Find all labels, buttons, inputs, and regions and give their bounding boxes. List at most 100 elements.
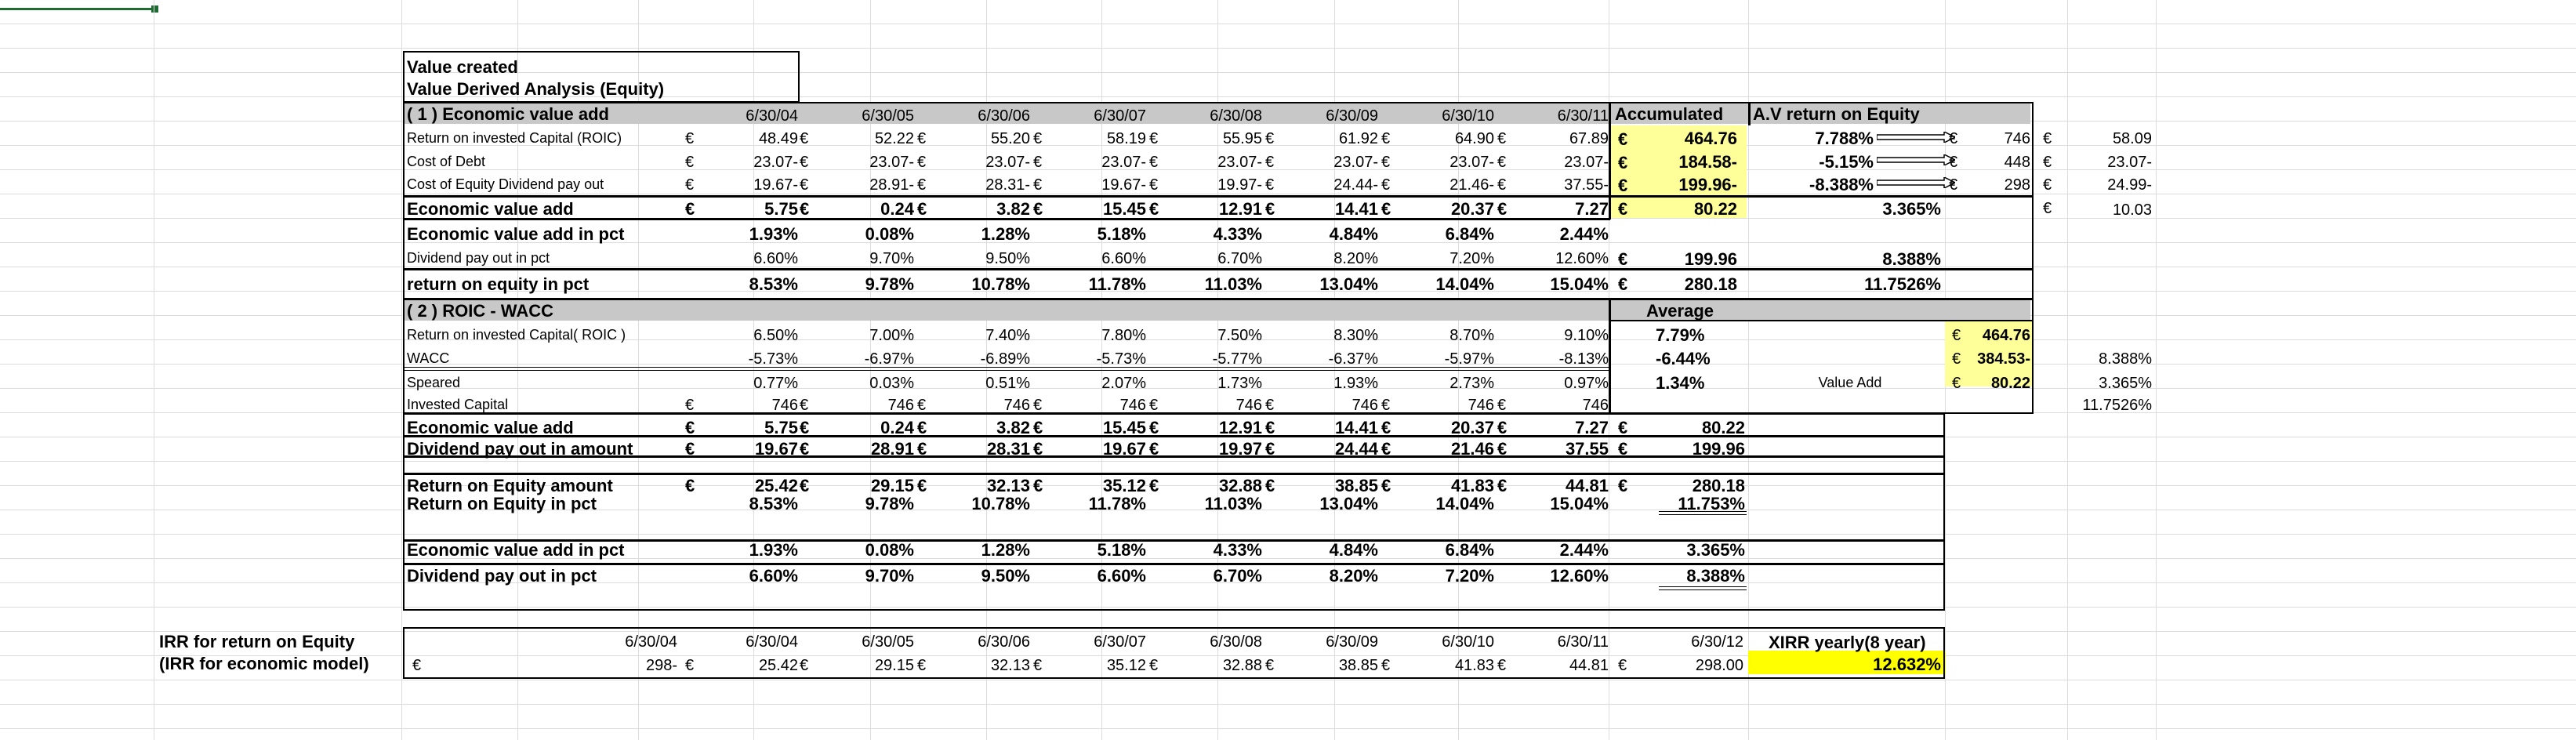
irr-label: IRR for return on Equity: [159, 632, 355, 651]
irr-value: 298.00: [1695, 657, 1743, 674]
value-cell: 0.51%: [985, 375, 1030, 392]
fill-handle[interactable]: [151, 5, 158, 13]
value-cell: 1.93%: [749, 540, 798, 560]
value-cell: -6.89%: [980, 350, 1030, 368]
value-cell: 10.78%: [971, 274, 1030, 294]
euro-sign: €: [917, 476, 927, 495]
summary-line2: [403, 455, 1945, 458]
value-cell: 6.60%: [1097, 566, 1146, 586]
euro-sign: €: [1618, 274, 1628, 294]
value-cell: 44.81: [1565, 476, 1609, 495]
value-side-highlight: [1945, 321, 2033, 386]
value-cell: 37.55-: [1564, 176, 1609, 194]
euro-sign: €: [917, 154, 927, 171]
euro-sign: €: [1381, 199, 1391, 219]
value-cell: 55.20: [990, 130, 1030, 147]
value-cell: 19.97-: [1217, 176, 1262, 194]
row-label: WACC: [407, 350, 450, 366]
value-cell: 20.37: [1450, 199, 1494, 219]
value-cell: 32.88: [1218, 476, 1262, 495]
value-cell: 24.44: [1334, 439, 1378, 459]
euro-sign: €: [1149, 439, 1159, 459]
date-header: 6/30/05: [862, 107, 914, 125]
irr-value: 25.42: [758, 657, 798, 674]
value-cell: 19.67-: [1101, 176, 1146, 194]
euro-sign: €: [1497, 130, 1507, 147]
irr-value: 32.13: [990, 657, 1030, 674]
amount: 298: [2004, 176, 2030, 194]
div-pct-label: Dividend pay out in pct: [407, 250, 550, 266]
accumulated-value: 184.58-: [1678, 152, 1737, 172]
summary-acc: 11.753%: [1678, 494, 1745, 513]
value-cell: 23.07-: [1101, 154, 1146, 171]
irr-date: 6/30/06: [978, 633, 1030, 651]
euro-sign: €: [800, 476, 810, 495]
euro-sign: €: [1618, 439, 1628, 459]
div-pct-av: 8.388%: [1882, 249, 1941, 269]
euro-sign: €: [1497, 154, 1507, 171]
value-cell: 15.04%: [1550, 274, 1609, 294]
date-header: 6/30/09: [1326, 107, 1378, 125]
euro-sign: €: [1033, 176, 1043, 194]
value-cell: 8.53%: [749, 494, 798, 513]
eva-pct-label: Economic value add in pct: [407, 224, 625, 244]
euro-sign: €: [917, 657, 927, 674]
far-value: 8.388%: [2099, 350, 2152, 368]
eva-acc-highlight: [1609, 196, 1747, 218]
side-value: 384.53-: [1977, 350, 2030, 368]
euro-sign: €: [1618, 476, 1628, 495]
summary-acc: 80.22: [1701, 418, 1745, 437]
irr-value: 29.15: [874, 657, 914, 674]
euro-sign: €: [1381, 176, 1391, 194]
value-cell: 12.60%: [1550, 566, 1609, 586]
value-cell: 8.20%: [1329, 566, 1378, 586]
value-cell: 5.75: [764, 199, 798, 219]
roe-top-line: [403, 268, 2034, 270]
value-cell: 3.82: [996, 199, 1030, 219]
value-cell: 4.84%: [1329, 540, 1378, 560]
value-cell: 14.41: [1334, 199, 1378, 219]
value-cell: 8.20%: [1333, 250, 1378, 267]
euro-sign: €: [1149, 176, 1159, 194]
arrow-icon: [1877, 132, 1955, 143]
avg-divider: [1609, 298, 1611, 414]
row-label: Cost of Equity Dividend pay out: [407, 176, 604, 192]
summary-label: Dividend pay out in amount: [407, 439, 633, 459]
euro-sign: €: [1033, 397, 1043, 414]
value-cell: 746: [1003, 397, 1030, 414]
euro-sign: €: [1265, 176, 1275, 194]
euro-sign: €: [1381, 130, 1391, 147]
div-pct-acc: 199.96: [1684, 249, 1737, 269]
euro-sign: €: [1265, 657, 1275, 674]
value-cell: 12.91: [1218, 199, 1262, 219]
summary-box: [403, 413, 1945, 611]
euro-sign: €: [1149, 397, 1159, 414]
euro-sign: €: [1033, 657, 1043, 674]
euro-sign: €: [917, 418, 927, 437]
euro-sign: €: [1949, 176, 1958, 194]
summary-line1: [403, 435, 1945, 437]
value-cell: 15.45: [1102, 199, 1146, 219]
euro-sign: €: [1618, 129, 1628, 149]
euro-sign: €: [917, 130, 927, 147]
row-label: Cost of Debt: [407, 154, 486, 169]
value-cell: 14.04%: [1435, 274, 1494, 294]
accumulated-highlight: [1609, 125, 1747, 195]
value-cell: 67.89: [1569, 130, 1609, 147]
far-value: 23.07-: [2107, 154, 2152, 171]
euro-sign: €: [1497, 476, 1508, 495]
value-cell: 19.67: [1102, 439, 1146, 459]
irr-date: 6/30/08: [1210, 633, 1262, 651]
euro-sign: €: [917, 199, 927, 219]
accumulated-value: 199.96-: [1678, 175, 1737, 194]
row-label: Return on invested Capital (ROIC): [407, 130, 622, 146]
value-cell: 1.93%: [1333, 375, 1378, 392]
value-cell: 0.24: [880, 418, 914, 437]
av-return-header: A.V return on Equity: [1753, 104, 1920, 124]
euro-sign: €: [1952, 350, 1961, 368]
value-cell: 7.27: [1575, 418, 1609, 437]
value-add-label: Value Add: [1818, 375, 1882, 390]
eva-av: 3.365%: [1882, 199, 1941, 219]
euro-sign: €: [917, 176, 927, 194]
